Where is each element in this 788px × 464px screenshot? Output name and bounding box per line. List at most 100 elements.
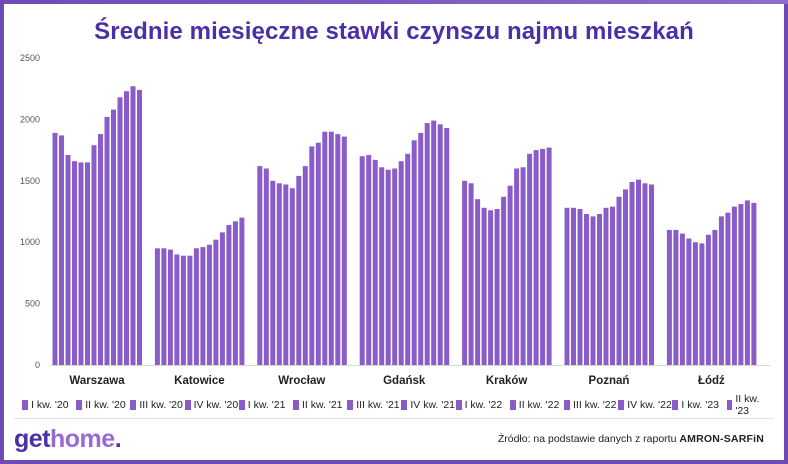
legend-item: IV kw. '21 [401,396,455,414]
bar [744,200,750,365]
bar [649,184,654,365]
legend-swatch [184,400,191,410]
bar [309,146,315,365]
bar [424,123,430,365]
bar [180,255,186,365]
bar [322,131,328,365]
bar [398,161,404,365]
y-tick-label: 2500 [20,53,40,63]
bar [372,159,378,365]
legend-item: I kw. '21 [238,396,286,414]
bar [283,184,289,365]
bar [494,209,500,365]
bar [751,202,757,365]
bar [597,214,602,365]
bar [571,207,576,365]
bar [385,169,391,365]
bar [187,255,193,365]
legend-swatch [509,400,516,410]
bar [475,199,481,365]
y-tick-label: 1000 [20,237,40,247]
bar [501,196,507,365]
bar [577,209,583,365]
logo-text-get: get [14,425,51,453]
footer-separator [14,418,774,419]
legend-label: I kw. '21 [247,399,286,411]
legend-label: II kw. '22 [518,399,560,411]
legend-swatch [726,400,733,410]
bar [219,232,225,365]
legend-item: III kw. '21 [347,396,400,414]
bar [315,142,321,365]
bar [679,233,685,365]
bar [104,116,110,366]
bar [193,248,199,365]
legend-item: I kw. '23 [672,396,719,414]
legend-label: II kw. '23 [735,393,760,417]
legend-item: I kw. '20 [22,396,69,414]
y-tick-label: 1500 [20,176,40,186]
legend-item: IV kw. '20 [184,396,238,414]
bar [226,225,232,365]
bar [154,248,160,365]
legend-swatch [22,400,28,410]
legend-swatch [618,400,625,410]
legend-item: II kw. '20 [76,396,126,414]
legend-swatch [238,400,245,410]
legend-label: IV kw. '22 [627,399,672,411]
bar [263,168,269,365]
source-report-name: AMRON-SARFiN [679,433,764,445]
category-label: Gdańsk [383,375,426,387]
y-tick-label: 0 [35,360,40,370]
bar [52,132,58,365]
legend-label: III kw. '22 [573,399,617,411]
bar [328,131,334,365]
bar [590,216,596,365]
chart-legend: I kw. '20 II kw. '20 III kw. '20 IV kw. '20… [14,393,774,417]
legend-swatch [293,400,299,410]
chart-title: Średnie miesięczne stawki czynszu najmu … [94,18,694,45]
category-label: Łódź [698,375,725,387]
bar [117,97,123,366]
bar [629,182,635,365]
logo-text-dot: . [114,425,122,453]
bar [725,212,731,365]
bar [213,239,219,365]
bar [411,140,417,365]
bar [59,135,64,365]
bar [488,210,494,365]
bar [232,221,238,365]
legend-label: IV kw. '21 [410,399,456,411]
bar [584,214,589,365]
legend-label: I kw. '23 [681,399,719,411]
bar [468,183,474,365]
legend-item: IV kw. '22 [618,396,672,414]
bar [462,180,468,365]
legend-label: III kw. '20 [139,399,183,411]
legend-label: II kw. '20 [85,399,126,411]
bar [437,124,443,365]
bar [289,188,295,365]
bar [712,229,718,365]
bar [603,207,609,365]
bar [642,183,648,365]
bar [85,162,90,365]
bar [546,147,552,365]
category-label: Katowice [174,375,225,387]
category-label: Warszawa [69,375,125,387]
bar [174,254,180,365]
legend-label: II kw. '21 [302,399,343,411]
bar [705,234,711,365]
bar [137,89,142,366]
bar [257,166,263,365]
bar [379,167,385,365]
legend-label: I kw. '22 [464,399,503,411]
legend-swatch [455,400,462,410]
bar [616,196,622,365]
bar [167,249,173,365]
y-tick-label: 500 [25,299,40,309]
category-label: Kraków [486,375,528,387]
legend-item: II kw. '23 [726,393,774,417]
bar [161,248,167,365]
bar [405,153,411,365]
